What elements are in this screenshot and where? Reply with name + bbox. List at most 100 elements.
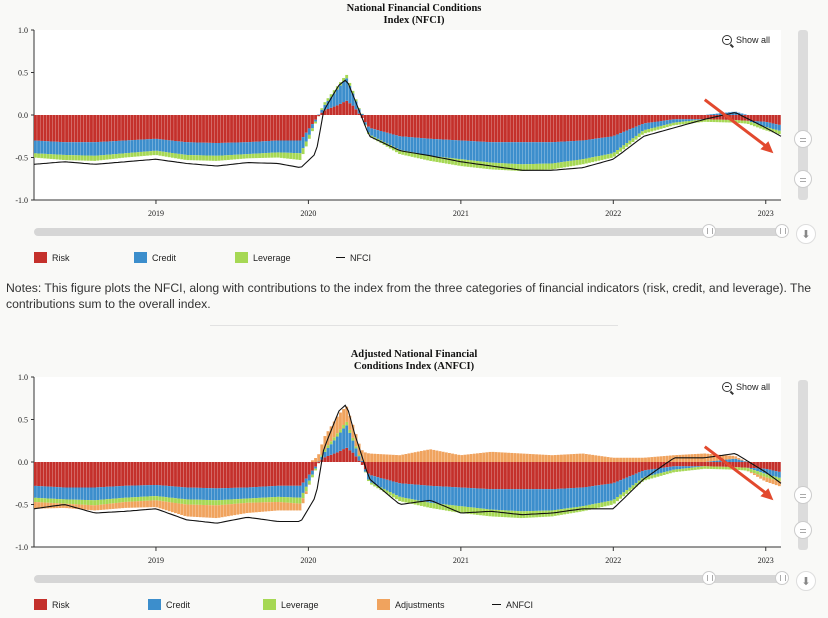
x-tick-label: 2021 (453, 209, 469, 218)
navigator-handle-right[interactable] (775, 571, 789, 585)
bar-leverage (286, 152, 289, 159)
bar-credit (382, 131, 386, 142)
navigator-handle-left[interactable] (702, 571, 716, 585)
download-button[interactable]: ⬇ (796, 224, 816, 244)
bar-leverage (146, 496, 149, 501)
bar-adjustments (541, 454, 545, 462)
bar-credit (572, 487, 576, 508)
bar-risk (49, 462, 53, 487)
legend-item-risk[interactable]: Risk (34, 252, 134, 263)
bar-adjustments (728, 455, 731, 460)
bar-credit (634, 126, 638, 136)
bar-leverage (370, 135, 374, 138)
vertical-scrollbar[interactable] (794, 380, 812, 550)
bar-leverage (357, 455, 361, 457)
bar-risk (77, 462, 81, 488)
bar-risk (180, 462, 184, 488)
bar-credit (40, 486, 44, 499)
bar-risk (444, 462, 448, 487)
bar-credit (332, 93, 336, 107)
bar-adjustments (242, 503, 246, 514)
bar-adjustments (270, 502, 274, 511)
navigator-handle-right[interactable] (775, 224, 789, 238)
vertical-scrollbar[interactable] (794, 30, 812, 200)
navigator-range-bar[interactable] (34, 571, 789, 585)
bar-credit (226, 142, 230, 156)
bar-credit (662, 467, 666, 473)
bar-leverage (292, 497, 296, 504)
bar-credit (734, 458, 738, 462)
bar-leverage (351, 437, 355, 441)
bar-credit (432, 486, 436, 504)
legend-item-adjustments[interactable]: Adjustments (377, 599, 492, 610)
bar-leverage (314, 121, 317, 124)
bar-leverage (547, 163, 551, 170)
bar-risk (298, 115, 302, 141)
bar-risk (177, 462, 181, 487)
legend-item-anfci[interactable]: ANFCI (492, 600, 572, 610)
download-icon: ⬇ (801, 228, 811, 241)
bar-leverage (519, 164, 523, 172)
bar-risk (497, 115, 501, 143)
bar-leverage (311, 474, 314, 478)
bar-leverage (762, 126, 766, 130)
bar-risk (703, 462, 707, 467)
bar-adjustments (578, 453, 582, 462)
bar-risk (681, 462, 685, 467)
bar-leverage (273, 152, 277, 158)
bar-credit (510, 142, 514, 164)
bar-leverage (395, 148, 398, 153)
legend-item-risk[interactable]: Risk (34, 599, 148, 610)
scroll-handle-bottom[interactable] (794, 521, 812, 539)
bar-adjustments (114, 502, 118, 509)
bar-credit (603, 137, 607, 155)
bar-risk (612, 462, 616, 483)
legend-item-credit[interactable]: Credit (148, 599, 263, 610)
bar-adjustments (233, 503, 237, 516)
bar-risk (345, 100, 349, 115)
bar-leverage (46, 154, 50, 159)
bar-credit (637, 125, 641, 134)
bar-leverage (320, 455, 324, 457)
bar-leverage (258, 153, 261, 159)
bar-risk (706, 462, 710, 467)
legend-item-leverage[interactable]: Leverage (235, 252, 336, 263)
bar-leverage (118, 153, 121, 159)
bar-leverage (49, 154, 53, 159)
bar-credit (687, 119, 691, 121)
bar-credit (273, 485, 277, 498)
navigator-handle-left[interactable] (702, 224, 716, 238)
scroll-handle-top[interactable] (794, 486, 812, 504)
bar-adjustments (401, 454, 405, 462)
legend-item-credit[interactable]: Credit (134, 252, 235, 263)
bar-credit (460, 487, 464, 507)
navigator-range-bar[interactable] (34, 224, 789, 238)
bar-credit (114, 141, 118, 155)
bar-risk (687, 462, 691, 467)
bar-adjustments (765, 477, 769, 482)
bar-leverage (650, 128, 654, 132)
bar-credit (662, 120, 666, 126)
risk-swatch (34, 252, 47, 263)
bar-risk (423, 115, 426, 139)
scroll-handle-top[interactable] (794, 130, 812, 148)
show-all-button[interactable]: Show all (722, 35, 770, 45)
bar-adjustments (622, 457, 626, 462)
bar-credit (454, 487, 458, 506)
bar-leverage (208, 500, 212, 506)
bar-risk (522, 115, 526, 143)
download-button[interactable]: ⬇ (796, 571, 816, 591)
bar-credit (488, 142, 492, 163)
bar-credit (535, 489, 538, 511)
show-all-button[interactable]: Show all (722, 382, 770, 392)
scroll-handle-bottom[interactable] (794, 170, 812, 188)
legend-item-nfci[interactable]: NFCI (336, 253, 416, 263)
legend-item-leverage[interactable]: Leverage (263, 599, 377, 610)
bar-leverage (354, 99, 358, 102)
bar-leverage (712, 466, 716, 470)
bar-credit (678, 466, 682, 470)
bar-leverage (575, 159, 579, 166)
bar-adjustments (279, 502, 283, 511)
bar-leverage (463, 159, 467, 167)
